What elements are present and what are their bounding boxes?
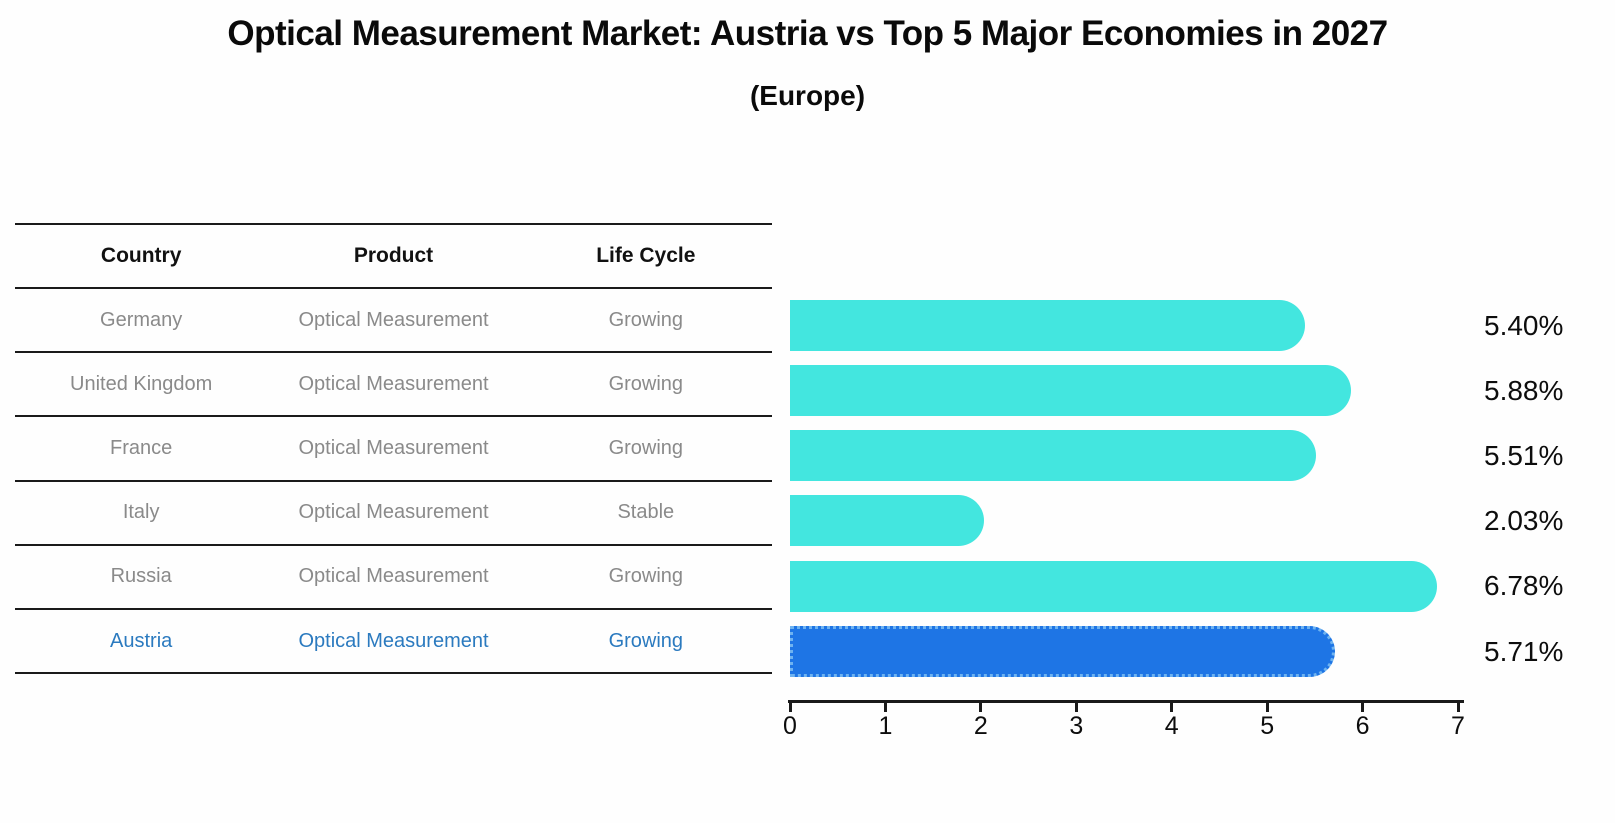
cell-country: United Kingdom	[70, 372, 213, 395]
table-row: Russia Optical Measurement Growing	[15, 545, 772, 609]
x-axis-tick	[1456, 703, 1460, 712]
cell-country: Germany	[100, 308, 183, 331]
x-axis-tick	[1074, 703, 1078, 712]
cell-product: Optical Measurement	[298, 629, 489, 652]
x-axis-tick-label: 7	[1451, 712, 1465, 740]
bar-italy	[790, 495, 984, 546]
cell-life-cycle: Growing	[608, 436, 684, 459]
x-axis-tick-label: 4	[1164, 712, 1179, 740]
table-row: Italy Optical Measurement Stable	[15, 481, 772, 545]
x-axis-tick-label: 2	[973, 712, 988, 740]
cell-country: Austria	[110, 629, 173, 652]
page-subtitle: (Europe)	[749, 80, 866, 111]
x-axis-tick-label: 0	[783, 712, 797, 740]
country-info-table: Country Product Life Cycle Germany Optic…	[15, 223, 772, 674]
bar-value-label: 5.88%	[1484, 375, 1564, 406]
x-axis-tick	[1265, 703, 1269, 712]
bar-value-label: 5.51%	[1484, 440, 1564, 471]
bar-value-label: 6.78%	[1484, 570, 1564, 601]
cell-life-cycle: Growing	[608, 565, 684, 588]
bar-value-label: 5.40%	[1484, 310, 1564, 341]
x-axis-tick-label: 5	[1260, 712, 1275, 740]
x-axis-tick	[1361, 703, 1365, 712]
cell-life-cycle: Stable	[617, 501, 675, 524]
column-header-life-cycle: Life Cycle	[596, 244, 696, 267]
bar-united-kingdom	[790, 365, 1352, 416]
x-axis-line	[788, 700, 1464, 703]
cell-life-cycle: Growing	[608, 308, 684, 331]
bar-germany	[790, 300, 1306, 351]
table-row-austria-highlighted: Austria Optical Measurement Growing	[15, 609, 772, 674]
table-row: Germany Optical Measurement Growing	[15, 288, 772, 353]
cell-country: Russia	[110, 565, 172, 588]
x-axis-tick	[883, 703, 887, 712]
table-row: France Optical Measurement Growing	[15, 416, 772, 481]
cell-life-cycle: Growing	[608, 629, 684, 652]
cell-country: France	[110, 436, 173, 459]
x-axis-tick-label: 6	[1355, 712, 1370, 740]
bar-russia	[790, 561, 1437, 612]
cell-country: Italy	[122, 501, 160, 524]
bar-austria-highlighted	[790, 626, 1335, 677]
bar-value-label: 2.03%	[1484, 505, 1564, 536]
cell-product: Optical Measurement	[298, 501, 489, 524]
cell-life-cycle: Growing	[608, 372, 684, 395]
table-row: United Kingdom Optical Measurement Growi…	[15, 352, 772, 417]
cell-product: Optical Measurement	[298, 436, 489, 459]
column-header-country: Country	[100, 244, 182, 267]
bar-value-label: 5.71%	[1484, 636, 1564, 667]
page-title: Optical Measurement Market: Austria vs T…	[227, 14, 1388, 53]
cell-product: Optical Measurement	[298, 308, 489, 331]
bar-france	[790, 430, 1316, 481]
cell-product: Optical Measurement	[298, 565, 489, 588]
x-axis-tick-label: 1	[878, 712, 893, 740]
x-axis-tick-label: 3	[1069, 712, 1084, 740]
x-axis-tick	[979, 703, 983, 712]
x-axis-tick	[788, 703, 792, 712]
column-header-product: Product	[353, 244, 434, 267]
cell-product: Optical Measurement	[298, 372, 489, 395]
table-header-row: Country Product Life Cycle	[15, 224, 772, 288]
x-axis-tick	[1170, 703, 1174, 712]
